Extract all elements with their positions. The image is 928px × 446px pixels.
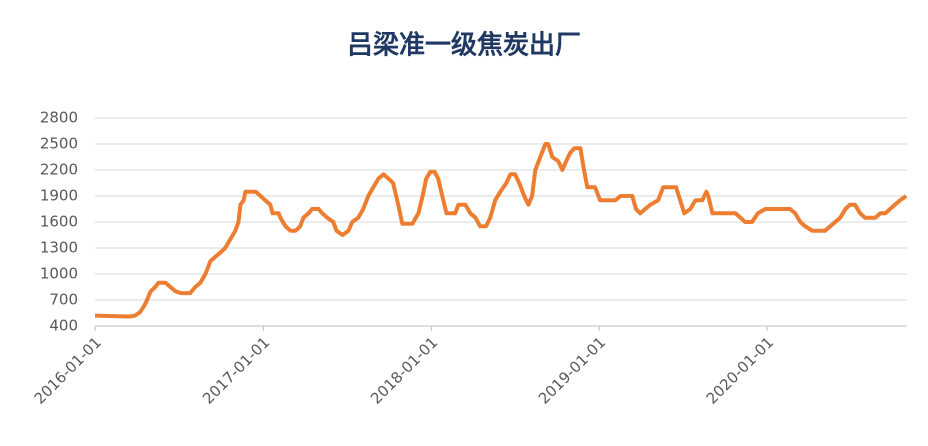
y-tick-label: 1900 — [40, 187, 78, 205]
y-tick-label: 400 — [49, 317, 78, 335]
chart-title: 吕梁准一级焦炭出厂 — [347, 30, 581, 61]
y-tick-label: 2500 — [40, 135, 78, 153]
y-tick-label: 2800 — [40, 109, 78, 127]
y-tick-label: 700 — [49, 291, 78, 309]
x-tick-label: 2016-01-01 — [31, 333, 105, 407]
x-tick-label: 2020-01-01 — [703, 333, 777, 407]
y-tick-label: 1600 — [40, 213, 78, 231]
y-tick-label: 2200 — [40, 161, 78, 179]
y-tick-label: 1300 — [40, 239, 78, 257]
y-tick-label: 1000 — [40, 265, 78, 283]
line-series — [94, 142, 908, 319]
x-tick-label: 2019-01-01 — [535, 333, 609, 407]
x-tick-label: 2018-01-01 — [367, 333, 441, 407]
x-tick-label: 2017-01-01 — [199, 333, 273, 407]
